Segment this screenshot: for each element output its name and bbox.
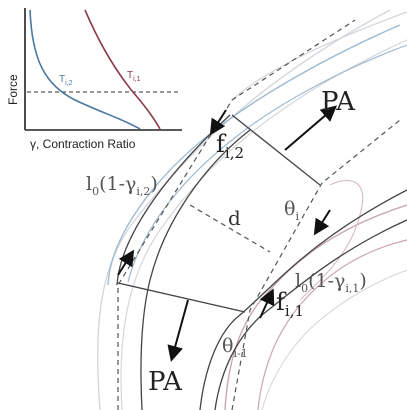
- outer-envelope-right: [261, 269, 407, 410]
- structure-lines: [116, 114, 407, 410]
- f-arrow-right: [313, 209, 331, 236]
- inset-x-axis-label: γ, Contraction Ratio: [30, 137, 136, 151]
- inset-curve-right-label: Ti,1: [127, 70, 141, 83]
- f-arrow-bottom: [259, 288, 275, 319]
- force-label-bottom: fi,1: [276, 288, 304, 320]
- inset-background: [0, 0, 190, 150]
- red-muscle-outline: [224, 204, 407, 410]
- theta-label-top: θi: [284, 198, 299, 223]
- diagram-labels: PA PA fi,2 fi,1 l0(1-γi,2) l0(1-γi,1) d …: [86, 87, 367, 397]
- pa-arrow-bottom: [167, 299, 189, 362]
- outer-envelope-left: [97, 9, 391, 410]
- upper-envelope-loop: [231, 11, 407, 101]
- force-arrows: [117, 105, 338, 362]
- inner-rail-right: [199, 189, 407, 410]
- red-envelope-loop: [299, 180, 364, 301]
- pa-label-bottom: PA: [148, 367, 183, 397]
- outer-envelope-left-inner: [120, 39, 407, 410]
- dashed-lines: [117, 19, 401, 410]
- length-label-top: l0(1-γi,2): [86, 173, 158, 198]
- theta-label-bottom: θi-1: [222, 335, 248, 360]
- inset-curve-left: [29, 9, 141, 130]
- f-arrow-top: [209, 109, 227, 136]
- gamma-symbol: γ: [30, 137, 36, 151]
- red-muscle-outline-2: [257, 239, 407, 410]
- blue-muscle-outline-2: [127, 44, 407, 283]
- length-label-bottom: l0(1-γi,1): [295, 270, 367, 295]
- pa-label-top: PA: [321, 87, 356, 117]
- f-arrow-left: [117, 249, 135, 276]
- inset-curve-right: [84, 9, 161, 130]
- inset-curve-left-label: Ti,2: [59, 74, 73, 87]
- segment-link-top: [231, 114, 321, 186]
- dashed-distance-line: [189, 204, 271, 253]
- force-label-top: fi,2: [216, 130, 244, 162]
- inner-rail-right-2: [214, 219, 407, 410]
- distance-label: d: [228, 206, 241, 230]
- segment-link-bottom: [117, 282, 246, 313]
- inset-y-axis-label: Force: [6, 74, 20, 105]
- pa-arrow-top: [284, 105, 338, 151]
- inner-rail-left: [116, 114, 231, 286]
- inset-chart: Force γ, Contraction Ratio Ti,2 Ti,1: [0, 0, 190, 151]
- dashed-tendon-left: [117, 19, 356, 410]
- dashed-tendon-right: [231, 119, 401, 410]
- inner-rail-left-2: [140, 129, 251, 410]
- x-axis-label-text: , Contraction Ratio: [36, 137, 136, 151]
